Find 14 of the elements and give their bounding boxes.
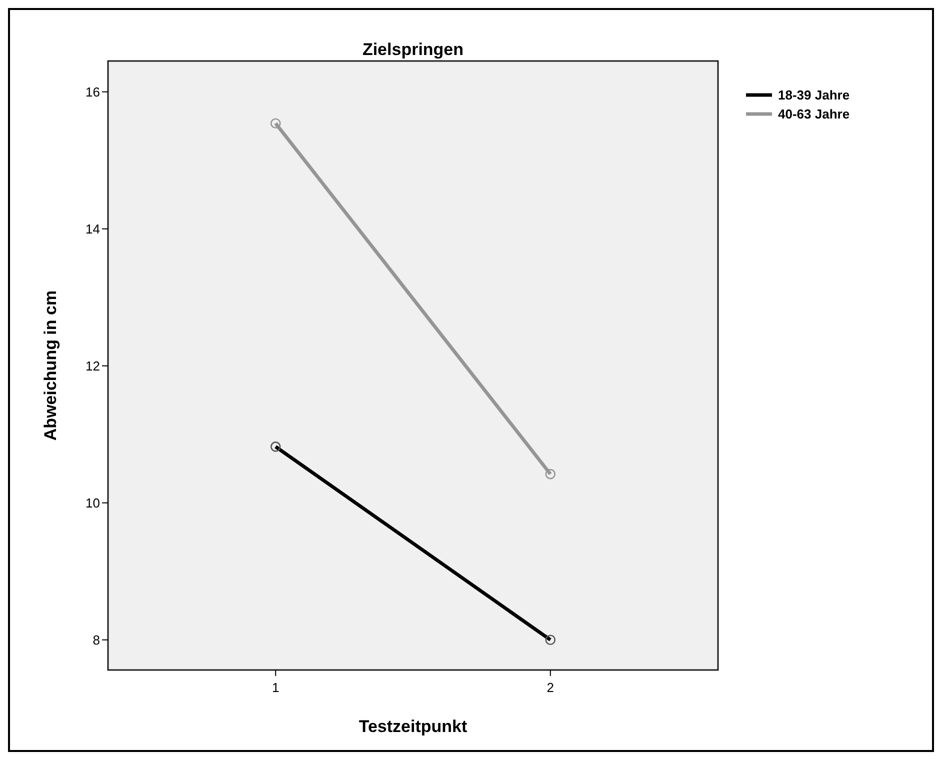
y-tick-label: 8 — [92, 632, 100, 648]
x-tick-label: 2 — [546, 680, 554, 695]
y-tick-label: 10 — [86, 495, 100, 510]
x-tick-label: 1 — [272, 680, 280, 695]
y-axis-title: Abweichung in cm — [41, 290, 60, 441]
legend-label: 18-39 Jahre — [778, 88, 850, 103]
legend-label: 40-63 Jahre — [778, 106, 850, 122]
point — [270, 118, 281, 128]
y-tick-label: 16 — [86, 84, 100, 100]
chart-title: Zielspringen — [362, 40, 464, 59]
x-axis-title: Testzeitpunkt — [358, 717, 468, 736]
y-tick-label: 12 — [86, 358, 100, 374]
point — [545, 468, 556, 480]
y-tick-label: 14 — [86, 221, 100, 236]
